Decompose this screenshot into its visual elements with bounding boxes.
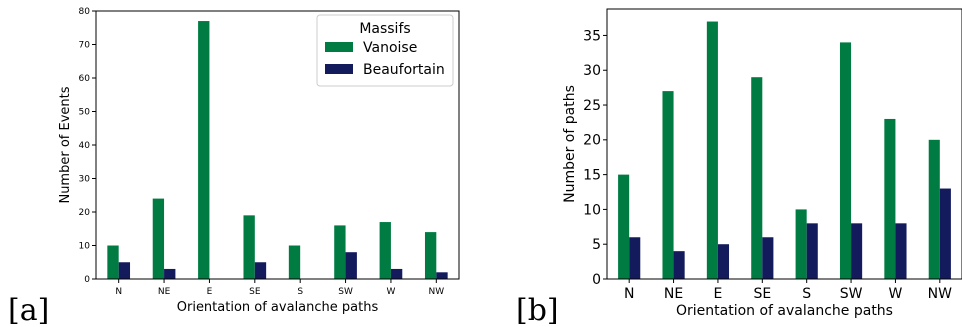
y-tick-label: 15 [583,168,601,184]
bar-vanoise-ne [152,198,165,279]
plot-frame [606,8,962,280]
bar-beaufortain-nw [436,272,448,279]
x-axis-label: Orientation of avalanche paths [676,303,893,319]
panel-label: [b] [516,293,559,327]
bar-vanoise-se [751,77,763,279]
y-axis-label: Number of Events [58,86,73,203]
y-tick-label: 70 [79,41,91,51]
bar-beaufortain-sw [851,223,863,279]
bar-vanoise-s [288,245,301,279]
x-tick-label: SW [338,287,353,297]
x-tick-label: NW [428,287,444,297]
bar-vanoise-se [243,215,255,279]
x-tick-label: E [207,287,213,297]
x-tick-label: N [115,287,122,297]
y-tick-label: 50 [79,108,91,118]
bar-vanoise-e [198,21,210,280]
bar-vanoise-e [706,21,718,280]
legend-label-vanoise: Vanoise [363,40,417,56]
y-tick-label: 60 [79,74,91,84]
bar-beaufortain-ne [164,268,176,279]
bar-beaufortain-w [390,268,403,279]
x-tick-label: E [714,286,723,302]
chart-panel-a: 0 10 20 30 40 50 60 70 80 N NE E SE S SW W NW Orientation… [8,7,460,327]
bar-vanoise-w [379,222,391,279]
bar-beaufortain-se [762,237,774,279]
bar-vanoise-nw [928,139,940,279]
x-axis-label: Orientation of avalanche paths [177,300,379,315]
legend-title: Massifs [359,21,410,37]
bar-vanoise-ne [662,91,674,279]
y-tick-label: 10 [583,202,601,218]
y-tick-label: 25 [583,98,601,114]
legend-label-beaufortain: Beaufortain [363,62,445,78]
y-tick-label: 35 [583,28,601,44]
bar-vanoise-n [107,245,119,279]
bar-beaufortain-s [806,223,818,279]
x-tick-label: SW [840,286,863,302]
bar-vanoise-n [618,174,630,279]
y-tick-label: 20 [583,133,601,149]
bar-beaufortain-se [254,262,267,279]
y-tick-label: 0 [84,275,90,285]
x-tick-label: S [802,286,811,302]
x-tick-label: SE [753,286,771,302]
y-tick-label: 0 [592,272,601,288]
x-tick-label: NW [928,286,952,302]
y-tick-label: 20 [79,208,91,218]
y-tick-label: 40 [79,141,91,151]
bar-vanoise-sw [839,42,852,280]
y-axis-label: Number of paths [562,85,578,203]
bar-beaufortain-e [717,244,730,279]
legend-swatch-beaufortain [325,64,353,74]
y-tick-label: 5 [592,237,601,253]
bar-vanoise-s [795,209,807,279]
bar-vanoise-nw [424,232,437,279]
y-tick-label: 80 [79,7,91,17]
y-tick-label: 30 [79,175,91,185]
x-tick-label: W [386,287,395,297]
legend-swatch-vanoise [325,42,353,52]
bar-vanoise-sw [334,225,346,279]
bar-beaufortain-w [895,223,907,279]
panel-label: [a] [8,293,49,327]
bar-vanoise-w [884,118,896,279]
y-tick-label: 10 [79,242,91,252]
x-tick-label: NE [158,287,171,297]
bar-beaufortain-sw [345,252,357,279]
x-tick-label: W [889,286,903,302]
x-tick-label: N [624,286,634,302]
x-tick-label: SE [249,287,261,297]
chart-panel-b: 0 5 10 15 20 25 30 35 N NE E SE S SW W NW Orientation of… [516,8,962,327]
y-tick-label: 30 [583,63,601,79]
x-tick-label: S [297,287,303,297]
legend: Massifs Vanoise Beaufortain [316,14,454,87]
bar-beaufortain-ne [673,251,685,279]
bar-beaufortain-n [118,262,131,279]
bar-beaufortain-nw [939,188,951,279]
x-tick-label: NE [664,286,683,302]
bar-beaufortain-n [629,237,641,279]
